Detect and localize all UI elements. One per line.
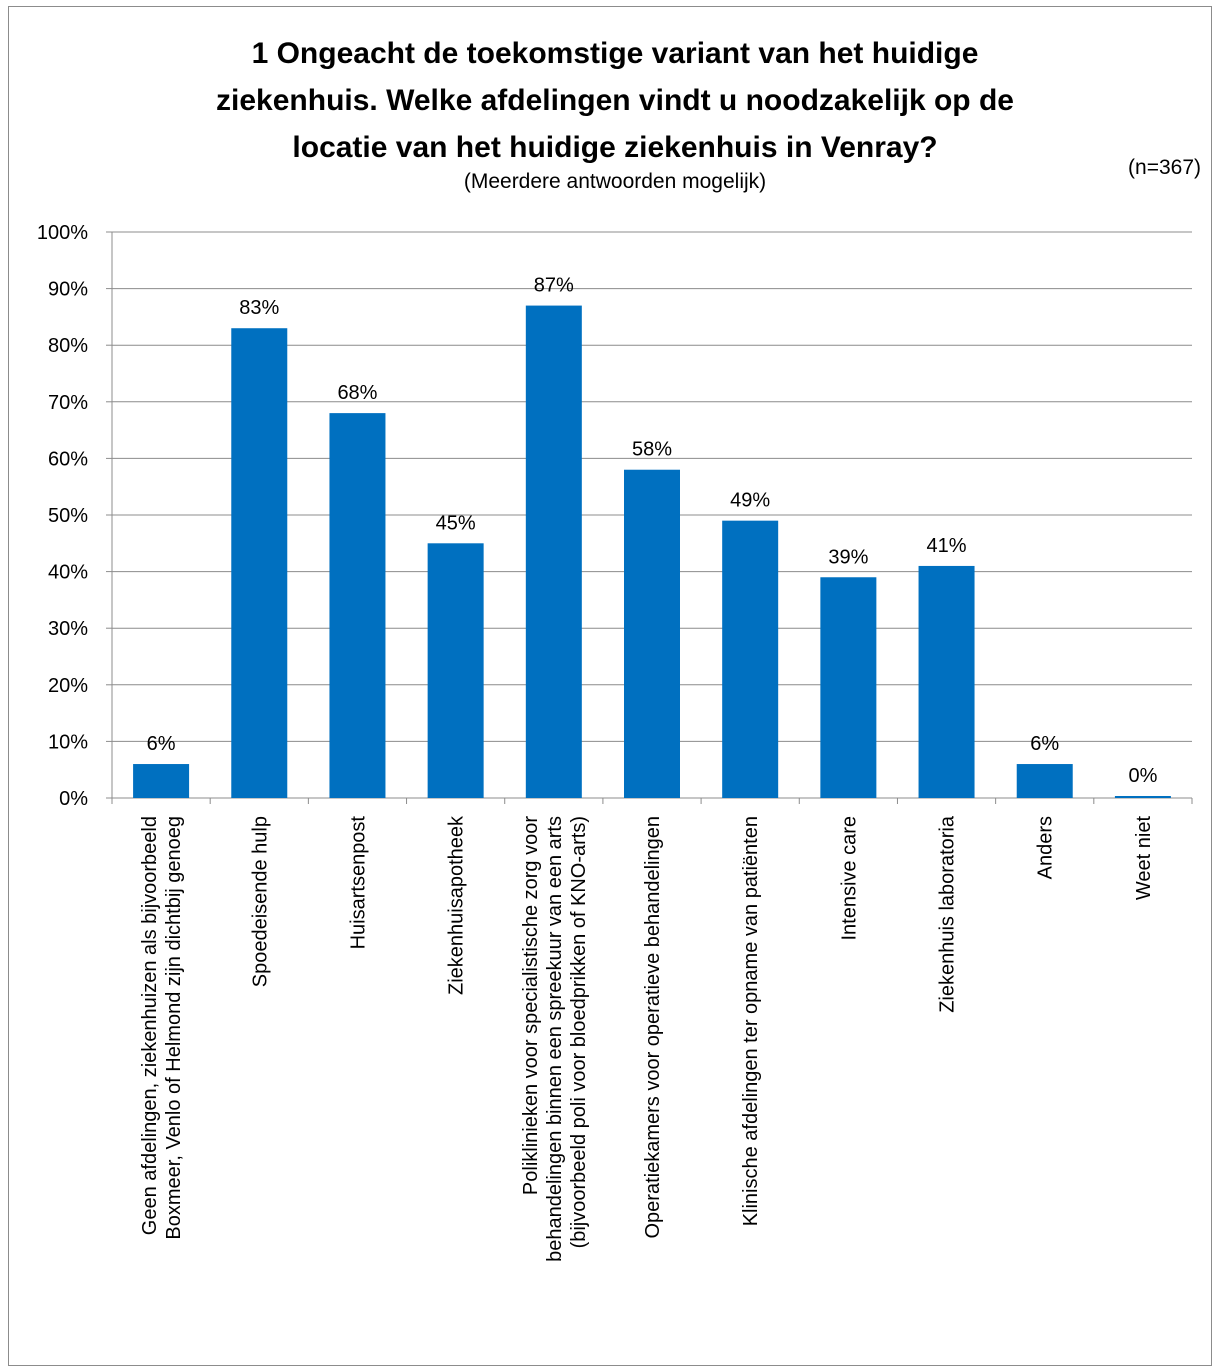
bar [427,543,484,798]
x-category-label-line: (bijvoorbeeld poli voor bloedprikken of … [568,816,590,1248]
bar [1114,796,1171,798]
bar [918,565,975,798]
chart-title-line-3: locatie van het huidige ziekenhuis in Ve… [292,131,938,164]
chart-title-line-2: ziekenhuis. Welke afdelingen vindt u noo… [216,84,1014,117]
x-category-label-line: Operatiekamers voor operatieve behandeli… [642,816,664,1239]
y-tick-label: 50% [48,505,88,527]
data-label: 83% [239,297,279,319]
y-tick-label: 20% [48,675,88,697]
bar [624,469,680,798]
x-category-label: Intensive care [838,816,860,941]
chart-frame [8,6,1212,1366]
x-category-label: Spoedeisende hulp [249,816,271,987]
x-category-label: Operatiekamers voor operatieve behandeli… [642,816,664,1239]
y-tick-label: 0% [59,788,88,810]
x-category-label: Ziekenhuisapotheek [446,815,468,995]
x-category-label-line: Poliklinieken voor specialistische zorg … [520,816,542,1195]
bar [329,413,386,798]
data-label: 6% [147,733,176,755]
x-category-label: Poliklinieken voor specialistische zorg … [520,816,590,1262]
x-category-label-line: Boxmeer, Venlo of Helmond zijn dichtbij … [163,816,185,1240]
bar [722,520,779,798]
x-category-label: Geen afdelingen, ziekenhuizen als bijvoo… [139,816,185,1240]
x-category-label-line: Geen afdelingen, ziekenhuizen als bijvoo… [139,816,161,1235]
x-category-label-line: Ziekenhuis laboratoria [937,815,959,1013]
x-category-label: Klinische afdelingen ter opname van pati… [740,816,762,1226]
x-category-label-line: Huisartsenpost [347,816,369,950]
chart-subtitle: (Meerdere antwoorden mogelijk) [463,170,767,193]
x-category-label-line: behandelingen binnen een spreekuur van e… [544,816,566,1262]
data-label: 58% [632,439,672,461]
data-label: 49% [730,490,770,512]
x-category-label: Huisartsenpost [347,816,369,950]
x-category-label: Ziekenhuis laboratoria [937,815,959,1013]
x-category-label: Weet niet [1133,816,1155,901]
chart-title: 1 Ongeacht de toekomstige variant van he… [100,30,1130,171]
x-category-label-line: Weet niet [1133,816,1155,901]
x-category-label-line: Spoedeisende hulp [249,816,271,987]
bar [1016,764,1073,798]
y-tick-label: 60% [48,448,88,470]
data-label: 6% [1030,733,1059,755]
x-category-label-line: Klinische afdelingen ter opname van pati… [740,816,762,1226]
x-category-label-line: Intensive care [838,816,860,941]
y-tick-label: 30% [48,618,88,640]
bar [231,328,288,798]
sample-size-note: (n=367) [1128,156,1201,179]
data-label: 87% [534,275,574,297]
x-category-label-line: Anders [1035,816,1057,879]
bar [525,305,582,798]
x-category-label-line: Ziekenhuisapotheek [446,815,468,995]
data-label: 0% [1128,765,1157,787]
bar [820,577,877,798]
data-label: 45% [436,512,476,534]
y-tick-label: 10% [48,731,88,753]
data-label: 68% [337,382,377,404]
y-tick-label: 100% [37,222,88,244]
bar [133,764,190,798]
chart-title-line-1: 1 Ongeacht de toekomstige variant van he… [251,37,979,70]
data-label: 41% [927,535,967,557]
x-category-label: Anders [1035,816,1057,879]
y-tick-label: 80% [48,335,88,357]
y-tick-label: 70% [48,392,88,414]
y-tick-label: 40% [48,562,88,584]
data-label: 39% [828,546,868,568]
y-tick-label: 90% [48,279,88,301]
